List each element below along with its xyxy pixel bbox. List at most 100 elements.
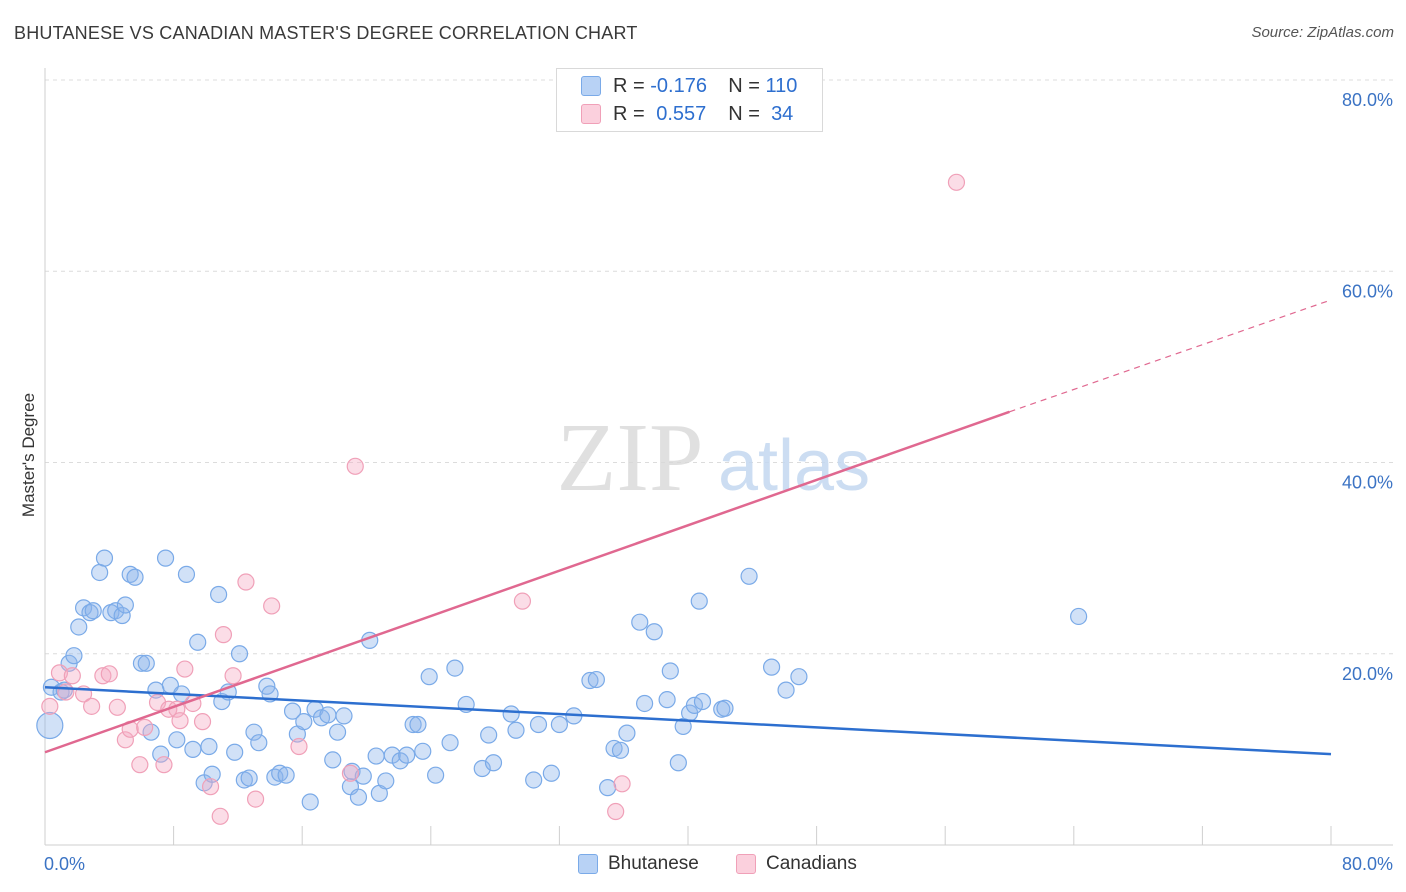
data-point xyxy=(349,788,368,806)
stats-legend-row-canadians: R = 0.557 N = 34 xyxy=(581,101,793,127)
data-point xyxy=(599,779,617,797)
legend-n-label: N = xyxy=(728,102,760,125)
data-point xyxy=(214,626,233,644)
data-point xyxy=(404,715,422,734)
data-point xyxy=(295,713,313,731)
legend-r-value: 0.557 xyxy=(656,102,707,125)
data-point xyxy=(132,654,151,672)
data-point xyxy=(513,592,532,610)
data-point xyxy=(690,592,708,610)
legend-swatch-canadians xyxy=(736,854,756,874)
data-point xyxy=(335,707,353,725)
data-point xyxy=(790,668,808,686)
data-point xyxy=(184,740,202,758)
data-point xyxy=(211,807,229,825)
data-point xyxy=(126,568,144,586)
data-point xyxy=(240,769,258,787)
data-point xyxy=(324,751,342,769)
legend-n-value: 34 xyxy=(771,102,794,125)
data-point xyxy=(155,756,173,774)
data-point xyxy=(137,654,155,672)
data-point xyxy=(484,754,503,772)
data-point xyxy=(277,766,295,784)
data-point xyxy=(607,802,625,821)
data-point xyxy=(91,563,109,582)
chart-title: BHUTANESE VS CANADIAN MASTER'S DEGREE CO… xyxy=(14,23,638,43)
data-point xyxy=(95,549,114,567)
data-point xyxy=(550,715,569,734)
data-point xyxy=(116,731,134,749)
data-point xyxy=(611,741,630,759)
data-point xyxy=(50,664,69,682)
data-point xyxy=(658,691,676,709)
trend-line-canadians-extension xyxy=(1009,299,1332,413)
data-point xyxy=(250,734,268,752)
watermark-atlas: atlas xyxy=(718,426,870,506)
data-point xyxy=(171,712,189,730)
y-axis-label: Master's Degree xyxy=(19,393,38,517)
points-bhutanese xyxy=(36,549,1088,811)
data-point xyxy=(947,173,966,191)
data-point xyxy=(507,721,525,739)
data-point xyxy=(108,698,126,716)
trend-line-canadians xyxy=(44,410,1010,754)
legend-r-value: -0.176 xyxy=(650,74,707,97)
data-point xyxy=(152,745,170,763)
data-point xyxy=(762,658,781,676)
x-tick-label: 0.0% xyxy=(44,854,85,874)
data-point xyxy=(542,764,560,782)
data-point xyxy=(230,645,249,663)
data-point xyxy=(409,715,427,734)
data-point xyxy=(193,713,212,731)
data-point xyxy=(1070,607,1088,626)
legend-item-bhutanese: Bhutanese xyxy=(578,851,699,877)
data-point xyxy=(605,739,623,758)
data-point xyxy=(201,778,220,796)
data-point xyxy=(271,764,289,782)
data-point xyxy=(525,771,543,789)
data-point xyxy=(377,772,395,790)
legend-swatch-bhutanese xyxy=(578,854,598,874)
data-point xyxy=(354,767,372,785)
data-point xyxy=(168,731,186,749)
data-point xyxy=(685,696,704,714)
legend-label-bhutanese: Bhutanese xyxy=(608,853,699,874)
legend-n-value: 110 xyxy=(765,74,798,97)
legend-swatch-canadians xyxy=(581,104,601,124)
data-point xyxy=(263,597,281,615)
data-point xyxy=(283,702,302,720)
data-point xyxy=(57,683,75,701)
legend-r-label: R = xyxy=(613,74,645,97)
data-point xyxy=(328,723,347,741)
watermark-zip: ZIP xyxy=(557,404,704,512)
data-point xyxy=(245,723,263,741)
legend-label-canadians: Canadians xyxy=(766,853,857,874)
data-point xyxy=(84,602,102,620)
data-point xyxy=(618,724,636,742)
data-point xyxy=(177,565,196,583)
data-point xyxy=(113,606,131,625)
data-point xyxy=(156,549,175,567)
data-point xyxy=(446,659,464,677)
trend-line-bhutanese xyxy=(44,685,1332,756)
data-point xyxy=(203,765,221,783)
data-point xyxy=(529,715,548,734)
stats-legend: R = -0.176 N = 110 R = 0.557 N = 34 xyxy=(556,68,823,132)
legend-swatch-bhutanese xyxy=(581,76,601,96)
data-point xyxy=(502,705,520,723)
data-point xyxy=(716,699,734,717)
data-point xyxy=(480,726,498,744)
data-point xyxy=(116,596,134,614)
data-point xyxy=(391,752,409,770)
data-point xyxy=(669,754,687,772)
trend-lines xyxy=(44,299,1332,756)
data-point xyxy=(226,743,244,761)
data-point xyxy=(301,793,319,811)
y-tick-label: 60.0% xyxy=(1342,281,1393,301)
data-point xyxy=(210,585,228,604)
data-point xyxy=(414,742,432,760)
data-point xyxy=(94,667,112,685)
data-point xyxy=(661,662,679,680)
data-point xyxy=(398,746,416,764)
